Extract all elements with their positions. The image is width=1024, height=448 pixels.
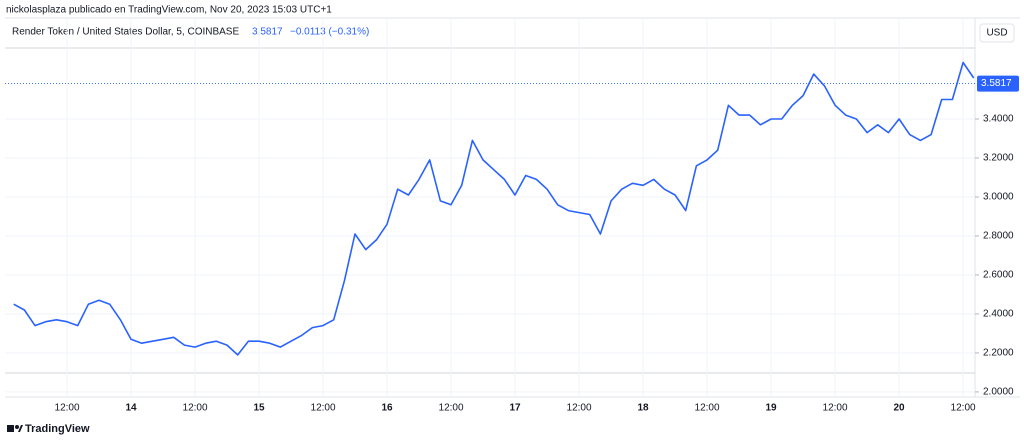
x-tick-label: 12:00 [823, 403, 848, 414]
last-price-tag [977, 75, 1019, 92]
x-tick-label: 14 [125, 403, 137, 414]
y-tick-label: 2.4000 [983, 309, 1014, 320]
brand-name: TradingView [25, 423, 90, 435]
x-tick-label: 12:00 [951, 403, 976, 414]
last-price-label: 3.5817 [981, 78, 1012, 89]
x-tick-label: 12:00 [311, 403, 336, 414]
y-tick-label: 2.8000 [983, 231, 1014, 242]
x-tick-label: 18 [637, 403, 649, 414]
x-tick-label: 20 [893, 403, 905, 414]
x-tick-label: 16 [381, 403, 393, 414]
x-tick-label: 15 [253, 403, 265, 414]
y-tick-label: 2.0000 [983, 387, 1014, 398]
header-change: −0.0113 (−0.31%) [290, 27, 369, 38]
x-tick-label: 12:00 [55, 403, 80, 414]
x-tick-label: 12:00 [695, 403, 720, 414]
x-tick-label: 19 [765, 403, 777, 414]
currency-box[interactable] [979, 23, 1015, 43]
currency-label[interactable]: USD [986, 28, 1007, 39]
y-tick-label: 3.4000 [983, 114, 1014, 125]
chart-title: Render Token / United States Dollar, 5, … [12, 27, 239, 38]
y-tick-label: 3.0000 [983, 192, 1014, 203]
y-tick-label: 2.6000 [983, 270, 1014, 281]
x-tick-label: 12:00 [567, 403, 592, 414]
header-price: 3.5817 [252, 27, 283, 38]
x-tick-label: 12:00 [183, 403, 208, 414]
y-tick-label: 2.2000 [983, 348, 1014, 359]
x-tick-label: 17 [509, 403, 521, 414]
publisher-note: nickolasplaza publicado en TradingView.c… [6, 5, 332, 16]
brand-logo [7, 425, 23, 432]
x-tick-label: 12:00 [439, 403, 464, 414]
y-tick-label: 3.2000 [983, 153, 1014, 164]
price-line [13, 61, 975, 356]
